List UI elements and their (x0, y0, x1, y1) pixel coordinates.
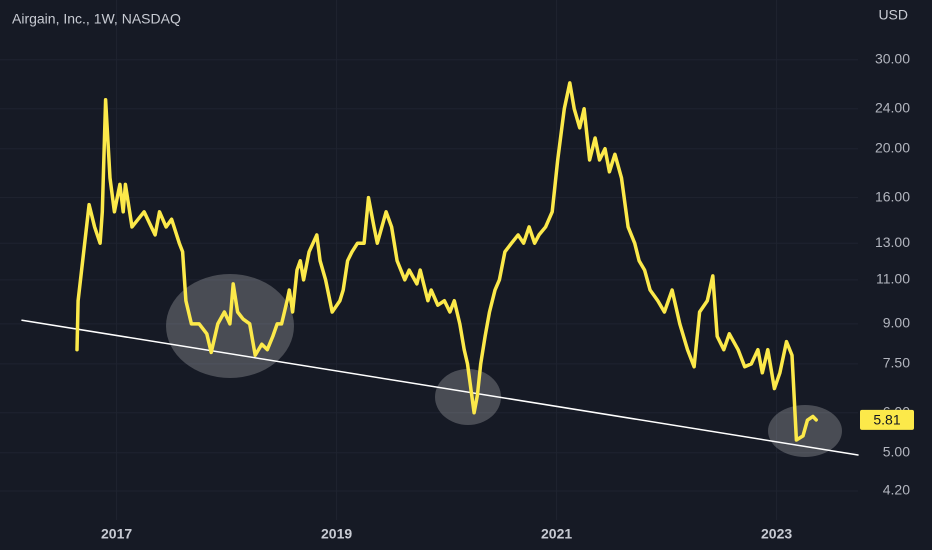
chart-title: Airgain, Inc., 1W, NASDAQ (12, 11, 181, 27)
y-tick-label: 5.00 (883, 443, 910, 459)
y-tick-label: 4.20 (883, 482, 910, 498)
x-tick-label: 2017 (101, 526, 132, 542)
last-value-label: 5.81 (873, 412, 900, 428)
x-tick-label: 2019 (321, 526, 352, 542)
y-tick-label: 13.00 (875, 234, 910, 250)
y-tick-label: 11.00 (876, 271, 910, 287)
price-line (75, 81, 818, 442)
y-tick-label: 30.00 (875, 50, 910, 66)
trend-line (21, 319, 859, 456)
y-tick-label: 9.00 (883, 315, 910, 331)
y-tick-label: 20.00 (875, 139, 910, 155)
x-tick-label: 2023 (761, 526, 792, 542)
y-tick-label: 24.00 (875, 99, 910, 115)
x-tick-label: 2021 (541, 526, 572, 542)
y-tick-label: 7.50 (883, 355, 910, 371)
last-value-box (860, 409, 914, 430)
axis-unit: USD (878, 7, 908, 23)
plot (21, 81, 859, 456)
highlight-circle (435, 369, 501, 425)
grid (0, 0, 858, 520)
highlight-circle (166, 274, 294, 378)
y-tick-label: 16.00 (875, 188, 910, 204)
